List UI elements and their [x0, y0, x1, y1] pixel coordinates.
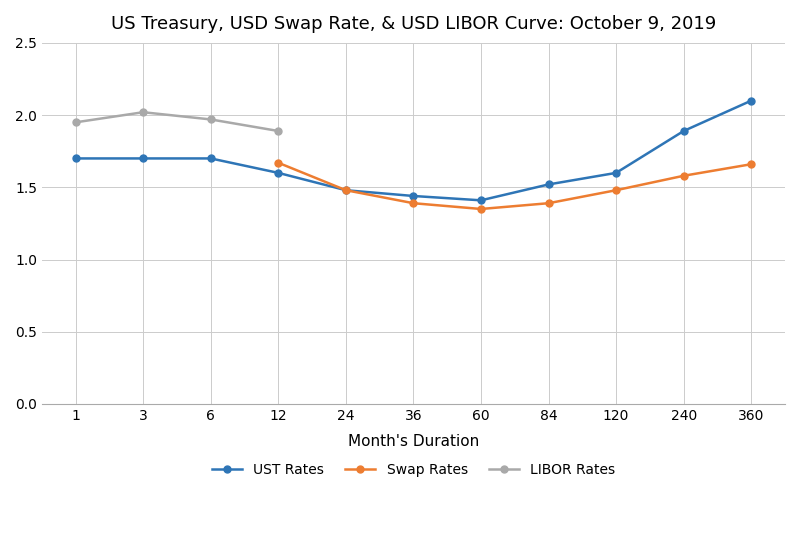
- UST Rates: [409, 193, 418, 199]
- Swap Rates: [341, 187, 350, 193]
- UST Rates: [71, 155, 81, 162]
- LIBOR Rates: [274, 128, 283, 134]
- X-axis label: Month's Duration: Month's Duration: [348, 434, 479, 449]
- UST Rates: [274, 170, 283, 176]
- Swap Rates: [746, 161, 756, 168]
- UST Rates: [746, 97, 756, 104]
- UST Rates: [476, 197, 486, 204]
- Line: Swap Rates: Swap Rates: [275, 159, 754, 213]
- Swap Rates: [476, 206, 486, 212]
- Swap Rates: [409, 200, 418, 206]
- Legend: UST Rates, Swap Rates, LIBOR Rates: UST Rates, Swap Rates, LIBOR Rates: [206, 458, 621, 483]
- LIBOR Rates: [138, 109, 148, 115]
- Line: UST Rates: UST Rates: [72, 97, 754, 204]
- Title: US Treasury, USD Swap Rate, & USD LIBOR Curve: October 9, 2019: US Treasury, USD Swap Rate, & USD LIBOR …: [111, 15, 716, 33]
- UST Rates: [544, 181, 554, 187]
- Swap Rates: [274, 159, 283, 166]
- UST Rates: [611, 170, 621, 176]
- LIBOR Rates: [71, 119, 81, 126]
- Swap Rates: [544, 200, 554, 206]
- Swap Rates: [679, 172, 689, 179]
- UST Rates: [206, 155, 215, 162]
- LIBOR Rates: [206, 116, 215, 122]
- Line: LIBOR Rates: LIBOR Rates: [72, 109, 282, 134]
- UST Rates: [341, 187, 350, 193]
- UST Rates: [138, 155, 148, 162]
- UST Rates: [679, 128, 689, 134]
- Swap Rates: [611, 187, 621, 193]
